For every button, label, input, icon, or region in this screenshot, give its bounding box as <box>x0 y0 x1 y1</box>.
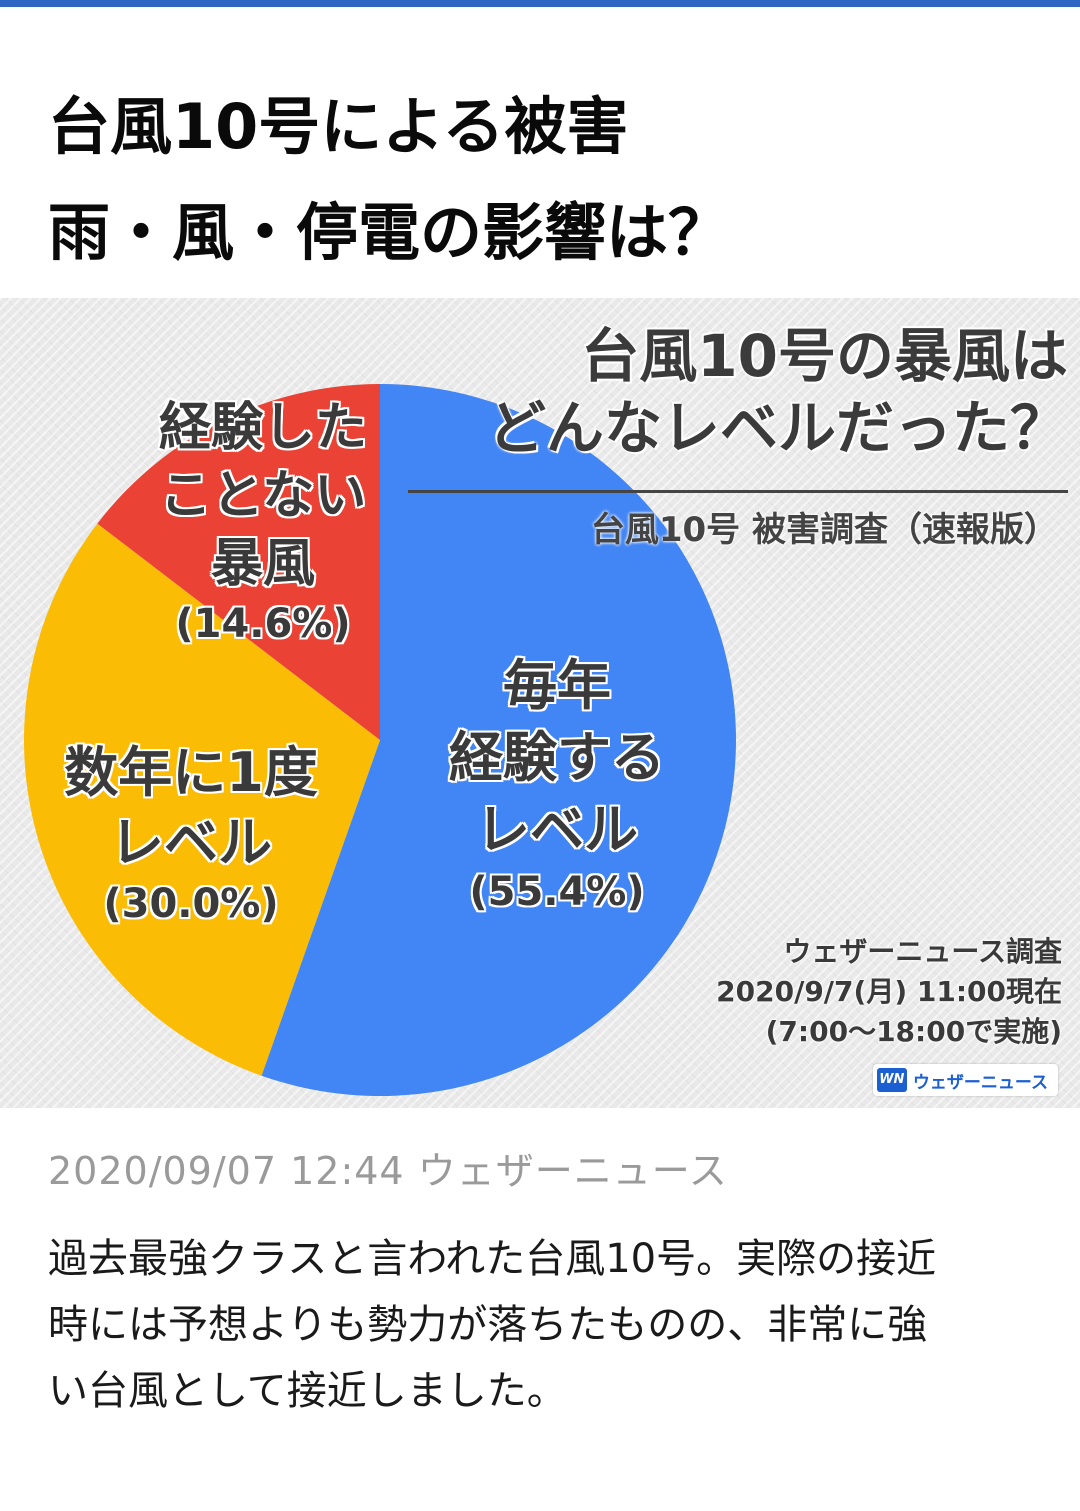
slice-label-line: 毎年 <box>503 654 611 717</box>
title-rule <box>408 490 1068 493</box>
title-line-2: 雨・風・停電の影響は？ <box>48 196 731 269</box>
chart-title-line-1: 台風10号の暴風は <box>581 322 1068 390</box>
slice-label-line: レベル <box>476 798 638 861</box>
slice-label-line: 経験した <box>158 398 367 458</box>
source-line: ウェザーニュース調査 <box>783 935 1062 968</box>
survey-source-note: ウェザーニュース調査 2020/9/7(月) 11:00現在 (7:00〜18:… <box>716 932 1062 1052</box>
article-byline: 2020/09/07 12:44 ウェザーニュース <box>48 1149 728 1193</box>
article-body: 過去最強クラスと言われた台風10号。実際の接近 時には予想よりも勢力が落ちたもの… <box>48 1226 1048 1424</box>
pie-slice-every-year <box>261 384 736 1096</box>
body-line: い台風として接近しました。 <box>48 1368 567 1414</box>
pie-slice-never-experienced <box>97 384 380 740</box>
slice-value-label: (30.0%) <box>103 881 279 927</box>
slice-value-label: (55.4%) <box>469 869 645 915</box>
page-title: 台風10号による被害 雨・風・停電の影響は？ <box>48 74 1048 286</box>
slice-label-every-year: 毎年 経験する レベル (55.4%) <box>412 650 702 918</box>
top-accent-bar <box>0 0 1080 7</box>
slice-label-never-experienced: 経験した ことない 暴風 (14.6%) <box>118 394 408 650</box>
pie-slice-every-few-years <box>23 523 381 1076</box>
title-line-1: 台風10号による被害 <box>48 90 629 163</box>
slice-value-label: (14.6%) <box>175 601 351 647</box>
source-line: 2020/9/7(月) 11:00現在 <box>716 975 1062 1008</box>
slice-label-line: 暴風 <box>210 534 315 594</box>
slice-label-line: 数年に1度 <box>64 741 318 804</box>
weathernews-logo: WN ウェザーニュース <box>872 1064 1058 1096</box>
logo-text: ウェザーニュース <box>912 1072 1048 1093</box>
body-line: 過去最強クラスと言われた台風10号。実際の接近 <box>48 1236 937 1282</box>
slice-label-every-few-years: 数年に1度 レベル (30.0%) <box>26 738 356 930</box>
chart-figure: 台風10号の暴風は どんなレベルだった？ 台風10号 被害調査（速報版） 経験し… <box>0 298 1080 1108</box>
chart-title-line-2: どんなレベルだった？ <box>487 394 1068 462</box>
chart-subtitle: 台風10号 被害調査（速報版） <box>590 510 1058 550</box>
wn-logo-icon: WN <box>876 1068 907 1092</box>
pie-chart <box>23 384 736 1096</box>
chart-title: 台風10号の暴風は どんなレベルだった？ <box>488 320 1068 464</box>
source-line: (7:00〜18:00で実施) <box>765 1015 1062 1048</box>
slice-label-line: レベル <box>110 811 272 874</box>
slice-label-line: 経験する <box>449 726 665 789</box>
slice-label-line: ことない <box>159 466 367 526</box>
body-line: 時には予想よりも勢力が落ちたものの、非常に強 <box>48 1302 928 1348</box>
